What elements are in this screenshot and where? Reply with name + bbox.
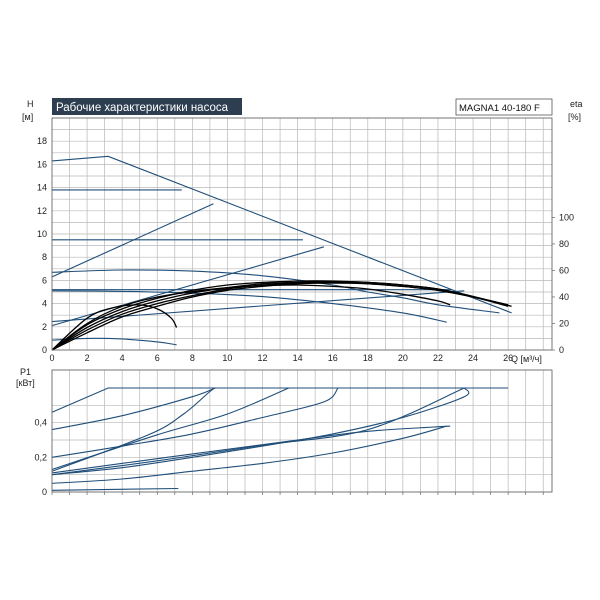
chart-title: Рабочие характеристики насоса [56,102,229,114]
y-tick-label: 0 [42,345,47,355]
qh-curve-0 [51,155,512,314]
p1-curve-6 [51,387,290,471]
y-tick-label: 10 [37,229,47,239]
title-box [52,98,242,115]
y-axis-unit-kw: [кВт] [16,378,35,388]
y2-axis-label-eta: eta [570,99,583,109]
y-tick-label: 18 [37,136,47,146]
x-tick-label: 16 [328,353,338,363]
y-tick-label: 14 [37,183,47,193]
x-tick-label: 18 [363,353,373,363]
y-tick-label: 2 [42,322,47,332]
y2-tick-label: 80 [559,239,569,249]
x-tick-label: 22 [433,353,443,363]
x-tick-label: 20 [398,353,408,363]
y2-tick-label: 0 [559,345,564,355]
x-tick-label: 4 [120,353,125,363]
power-curves [51,387,509,491]
power-chart-frame [51,369,553,493]
head-chart-frame [51,117,553,351]
p1-tick-label: 0,4 [34,418,47,428]
y2-tick-label: 100 [559,212,574,222]
tick-labels: 0 2 4 6 8 10 12 14 16 18 20 22 24 2602468101214161802… [34,136,574,497]
eta-curve-11 [51,281,509,351]
x-tick-label: 24 [468,353,478,363]
qh-curve-8 [51,290,447,323]
y-axis-unit-m: [м] [22,112,33,122]
efficiency-curves [51,280,512,351]
y-tick-label: 4 [42,299,47,309]
x-tick-label: 2 [85,353,90,363]
y-tick-label: 6 [42,275,47,285]
p1-tick-label: 0,2 [34,452,47,462]
x-tick-label: 26 [503,353,513,363]
p1-curve-5 [51,387,216,472]
y-tick-label: 12 [37,206,47,216]
x-tick-label: 12 [258,353,268,363]
y2-tick-label: 60 [559,265,569,275]
head-curves [51,155,512,346]
p1-curve-0 [51,387,509,413]
p1-curve-9 [51,487,179,491]
qh-curve-6 [51,290,465,323]
model-label: MAGNA1 40-180 F [459,103,540,114]
p1-curve-1 [51,387,216,431]
p1-curve-2 [51,387,339,458]
p1-tick-label: 0 [42,487,47,497]
eta-curve-15 [51,304,178,351]
p1-curve-7 [51,425,451,474]
x-tick-label: 14 [293,353,303,363]
y-axis-label-h: H [27,99,34,109]
qh-curve-4 [51,203,214,278]
y2-tick-label: 20 [559,318,569,328]
y-axis-label-p1: P1 [20,367,31,377]
p1-curve-8 [51,387,465,476]
x-tick-label: 8 [190,353,195,363]
x-tick-label: 0 [49,353,54,363]
model-box [455,98,553,116]
x-axis-label-q: Q [м³/ч] [511,354,542,364]
y-tick-label: 8 [42,252,47,262]
power-chart-grid [51,370,552,495]
y-tick-label: 16 [37,159,47,169]
qh-curve-7 [51,269,500,314]
x-tick-label: 10 [222,353,232,363]
p1-curve-4 [51,425,447,484]
y2-axis-unit-percent: [%] [568,112,581,122]
x-tick-label: 6 [155,353,160,363]
y2-tick-label: 40 [559,292,569,302]
